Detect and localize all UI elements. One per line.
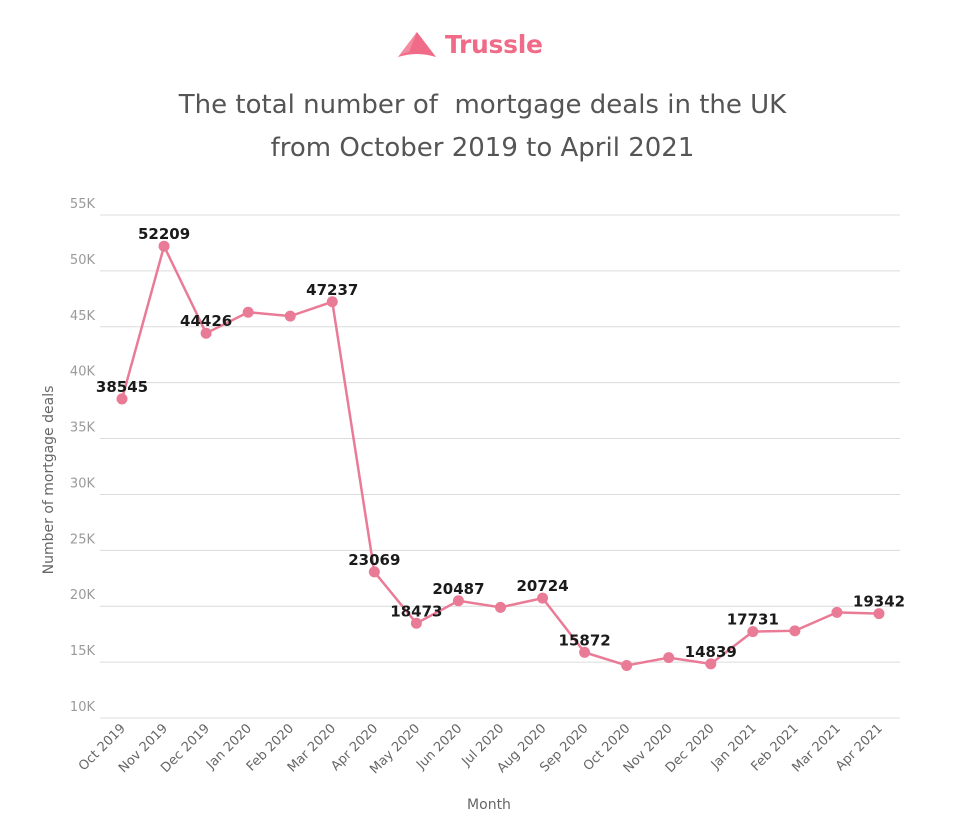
data-label: 17731	[727, 611, 779, 629]
data-label: 20487	[432, 580, 484, 598]
data-point	[537, 592, 549, 604]
data-point	[116, 393, 128, 405]
y-tick-label: 40K	[70, 365, 96, 380]
y-tick-label: 10K	[70, 700, 96, 715]
data-point	[200, 327, 212, 339]
data-point	[326, 296, 338, 308]
y-tick-label: 30K	[70, 476, 96, 491]
y-axis-ticks: 10K 15K 20K 25K 30K 35K 40K 45K 50K 55K	[70, 197, 96, 715]
data-point	[873, 608, 885, 620]
data-point	[368, 566, 380, 578]
y-axis-label: Number of mortgage deals	[41, 386, 57, 575]
data-label: 38545	[96, 378, 148, 396]
data-labels: 38545 52209 44426 47237 23069 18473 20487 20724…	[96, 225, 905, 661]
data-point	[495, 601, 506, 613]
chart-title-line-2: from October 2019 to April 2021	[270, 133, 695, 163]
chart-title-line-1: The total number of mortgage deals in th…	[178, 90, 787, 120]
series-markers	[116, 240, 885, 671]
data-point	[242, 306, 254, 318]
chart-title: The total number of mortgage deals in th…	[0, 84, 965, 170]
data-label: 20724	[516, 577, 568, 595]
data-point	[831, 606, 843, 618]
y-tick-label: 20K	[70, 588, 96, 603]
data-label: 23069	[348, 551, 400, 569]
y-tick-label: 25K	[70, 532, 96, 547]
x-axis-label: Month	[467, 797, 511, 813]
x-tick-label: Jun 2020	[413, 721, 465, 773]
data-label: 44426	[180, 312, 232, 330]
y-tick-label: 35K	[70, 421, 96, 436]
data-point	[705, 658, 717, 670]
data-point	[410, 617, 422, 629]
trussle-fan-icon	[398, 32, 436, 57]
y-tick-label: 45K	[70, 309, 96, 324]
data-point	[663, 652, 675, 664]
data-label: 18473	[390, 602, 442, 620]
brand-logo: Trussle	[395, 26, 543, 62]
data-point	[452, 595, 464, 607]
data-label: 15872	[559, 631, 611, 649]
data-point	[158, 240, 170, 252]
grid-lines	[100, 214, 900, 719]
data-point	[621, 659, 633, 671]
y-tick-label: 15K	[70, 644, 96, 659]
y-tick-label: 50K	[70, 253, 96, 268]
data-label: 14839	[685, 643, 737, 661]
data-label: 52209	[138, 225, 190, 243]
y-tick-label: 55K	[70, 197, 96, 212]
brand-name: Trussle	[445, 29, 543, 59]
data-point	[789, 625, 801, 637]
data-label: 47237	[306, 281, 358, 299]
data-point	[747, 626, 759, 638]
data-point	[284, 310, 296, 322]
data-label: 19342	[853, 593, 905, 611]
data-point	[579, 646, 591, 658]
